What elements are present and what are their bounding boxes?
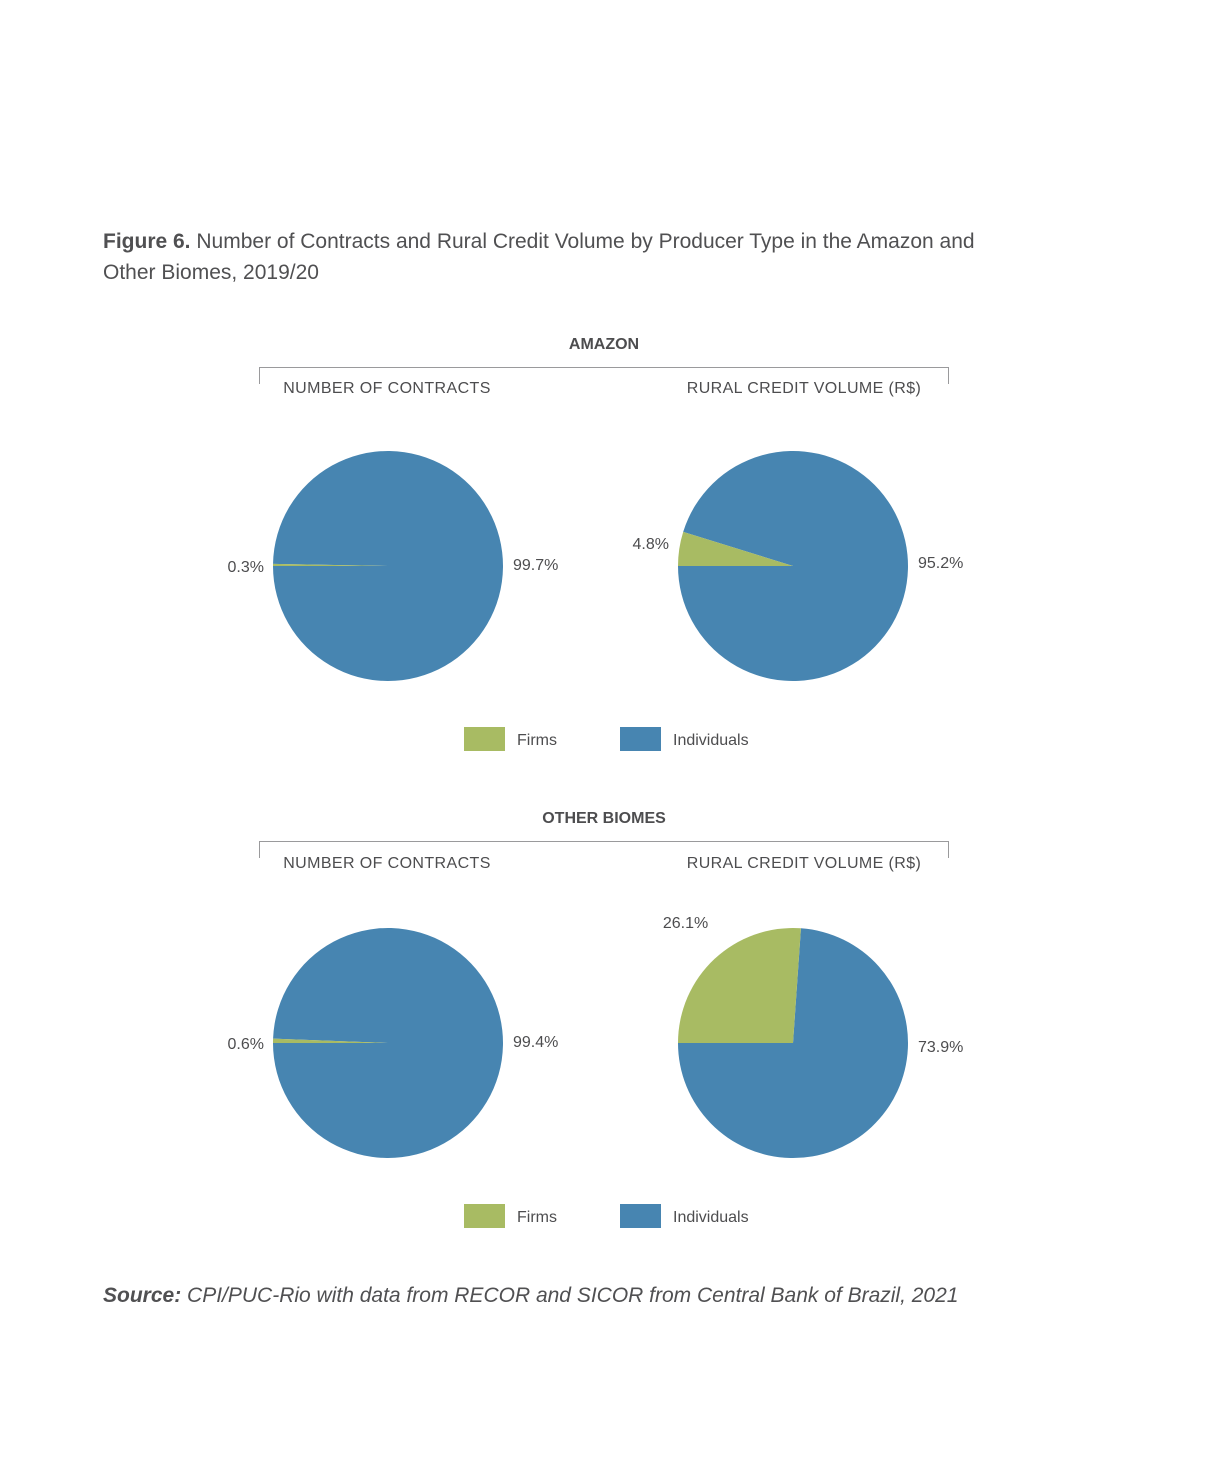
legend-label-individuals: Individuals xyxy=(673,732,749,749)
legend-label-firms: Firms xyxy=(517,732,557,749)
label-firms-other-biomes-rural-credit-volume-r: 26.1% xyxy=(663,915,708,932)
slice-individuals-other-biomes-number-of-contracts xyxy=(272,927,503,1158)
label-firms-amazon-rural-credit-volume-r: 4.8% xyxy=(633,536,669,553)
slice-firms-other-biomes-rural-credit-volume-r xyxy=(678,928,801,1043)
section-bracket-amazon xyxy=(259,367,949,384)
label-individuals-amazon-rural-credit-volume-r: 95.2% xyxy=(918,555,963,572)
legend-label-individuals: Individuals xyxy=(673,1209,749,1226)
label-firms-other-biomes-number-of-contracts: 0.6% xyxy=(228,1036,264,1053)
legend-swatch-firms xyxy=(464,1204,505,1228)
source-note: Source: CPI/PUC-Rio with data from RECOR… xyxy=(103,1284,958,1308)
slice-firms-amazon-number-of-contracts xyxy=(273,563,388,566)
chart-title-other-biomes-rural-credit-volume-r: RURAL CREDIT VOLUME (R$) xyxy=(687,855,922,872)
label-individuals-other-biomes-rural-credit-volume-r: 73.9% xyxy=(918,1039,963,1056)
legend-swatch-individuals xyxy=(620,1204,661,1228)
slice-individuals-other-biomes-rural-credit-volume-r xyxy=(678,928,908,1158)
figure-label: Figure 6. xyxy=(103,230,191,253)
legend-swatch-individuals xyxy=(620,727,661,751)
figure-title: Figure 6. Number of Contracts and Rural … xyxy=(103,226,1023,288)
source-label: Source: xyxy=(103,1284,182,1307)
legend-amazon: Firms Individuals xyxy=(464,727,749,751)
label-individuals-other-biomes-number-of-contracts: 99.4% xyxy=(513,1034,558,1051)
pie-other-biomes-rural-credit-volume-r xyxy=(678,928,908,1158)
section-title-amazon: AMAZON xyxy=(569,336,639,353)
section-title-other-biomes: OTHER BIOMES xyxy=(542,810,666,827)
legend-swatch-firms xyxy=(464,727,505,751)
figure-title-text: Number of Contracts and Rural Credit Vol… xyxy=(103,230,975,284)
section-bracket-other-biomes xyxy=(259,841,949,858)
label-firms-amazon-number-of-contracts: 0.3% xyxy=(228,559,264,576)
legend-label-firms: Firms xyxy=(517,1209,557,1226)
chart-title-other-biomes-number-of-contracts: NUMBER OF CONTRACTS xyxy=(283,855,491,872)
chart-title-amazon-rural-credit-volume-r: RURAL CREDIT VOLUME (R$) xyxy=(687,380,922,397)
pie-amazon-number-of-contracts xyxy=(273,450,503,681)
slice-firms-other-biomes-number-of-contracts xyxy=(273,1038,388,1043)
chart-title-amazon-number-of-contracts: NUMBER OF CONTRACTS xyxy=(283,380,491,397)
slice-individuals-amazon-number-of-contracts xyxy=(273,450,503,681)
legend-other-biomes: Firms Individuals xyxy=(464,1204,749,1228)
slice-firms-amazon-rural-credit-volume-r xyxy=(678,531,793,566)
pie-amazon-rural-credit-volume-r xyxy=(678,451,908,681)
pie-other-biomes-number-of-contracts xyxy=(272,927,503,1158)
label-individuals-amazon-number-of-contracts: 99.7% xyxy=(513,557,558,574)
source-text: CPI/PUC-Rio with data from RECOR and SIC… xyxy=(187,1284,959,1307)
